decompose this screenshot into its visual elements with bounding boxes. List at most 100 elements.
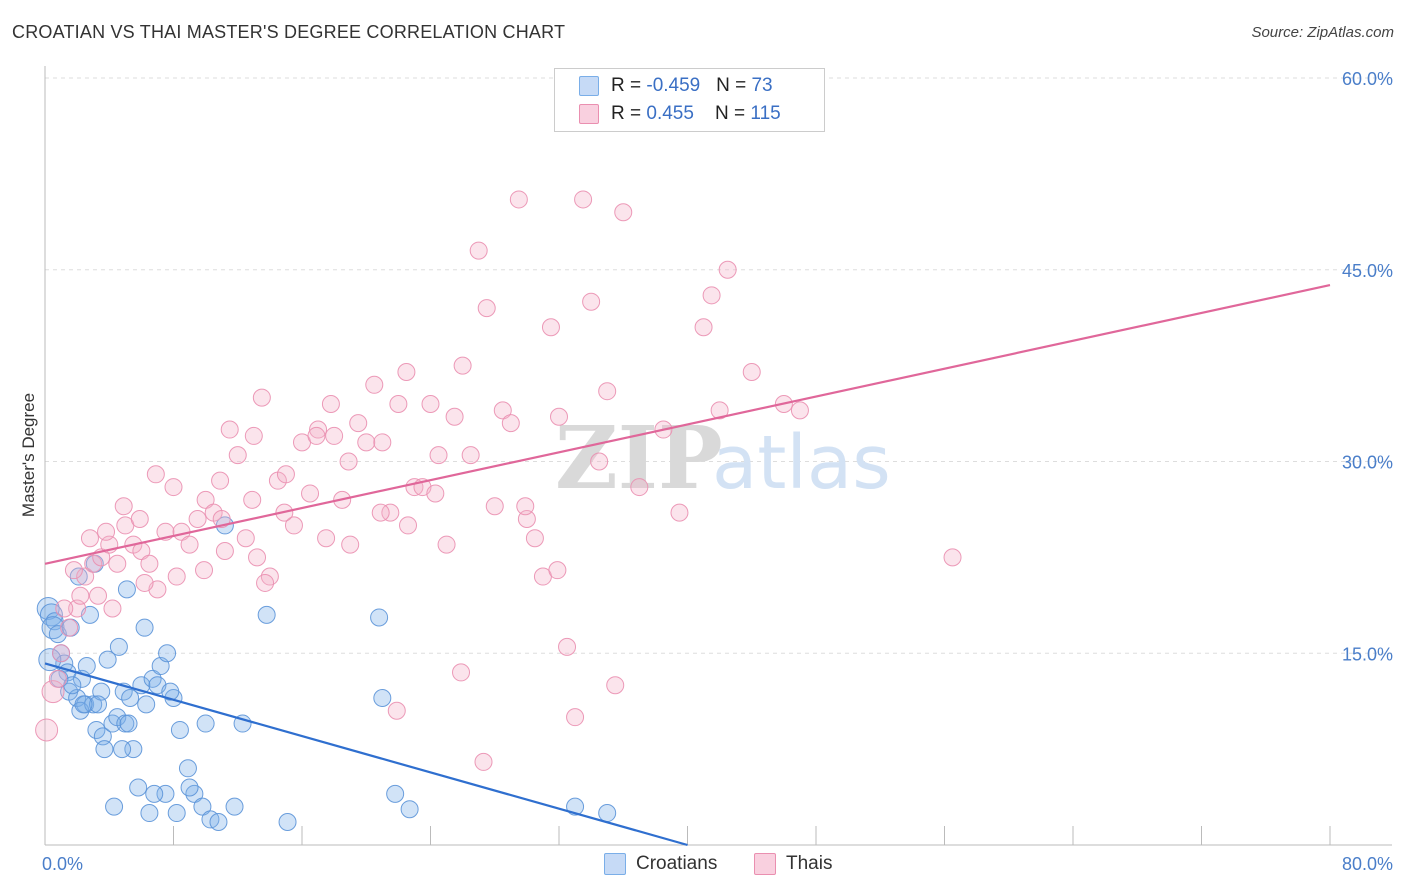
croatians-point	[103, 714, 122, 733]
thais-point	[357, 433, 376, 452]
croatians-point	[161, 682, 180, 701]
thais-point	[196, 490, 215, 509]
thais-point	[790, 401, 809, 420]
thais-point	[509, 190, 528, 209]
croatians-point	[140, 804, 159, 823]
thais-point	[80, 529, 99, 548]
watermark: ZIP atlas	[555, 408, 891, 509]
watermark-zip: ZIP	[555, 408, 723, 509]
thais-point	[389, 394, 408, 413]
thais-label: Thais	[786, 853, 833, 874]
x-tick-label: 0.0%	[42, 854, 83, 874]
legend-r-label: R =	[611, 103, 647, 124]
croatians-point	[84, 695, 103, 714]
croatians-trend-line	[44, 662, 688, 847]
thais-point	[256, 573, 275, 592]
legend-r-label: R =	[611, 75, 647, 96]
y-tick-label: 60.0%	[1342, 69, 1393, 89]
croatians-point	[105, 797, 124, 816]
croatians-point	[77, 657, 96, 676]
legend-n-label: N =	[716, 75, 752, 96]
thais-point	[541, 318, 560, 337]
thais-point	[373, 433, 392, 452]
thais-point	[469, 241, 488, 260]
trend-lines	[44, 284, 1331, 847]
croatians-point	[158, 644, 177, 663]
thais-point	[670, 503, 689, 522]
croatians-point	[185, 784, 204, 803]
thais-point	[574, 190, 593, 209]
thais-point	[710, 401, 729, 420]
legend-item-croatians[interactable]: Croatians	[604, 852, 717, 876]
thais-point	[76, 567, 95, 586]
thais-point	[325, 426, 344, 445]
thais-point	[387, 701, 406, 720]
thais-point	[164, 478, 183, 497]
thais-point	[474, 752, 493, 771]
thais-point	[453, 356, 472, 375]
croatians-point	[180, 778, 199, 797]
thais-point	[64, 561, 83, 580]
legend-r-value: 0.455	[646, 103, 694, 124]
thais-point	[244, 426, 263, 445]
thais-point	[452, 663, 471, 682]
croatians-point	[36, 597, 60, 621]
thais-point	[260, 567, 279, 586]
axes	[44, 66, 1392, 846]
croatians-point	[135, 618, 154, 637]
thais-point	[146, 465, 165, 484]
thais-point	[114, 497, 133, 516]
thais-point	[598, 382, 617, 401]
thais-point	[321, 394, 340, 413]
thais-point	[694, 318, 713, 337]
thais-point	[220, 420, 239, 439]
thais-point	[339, 452, 358, 471]
croatians-point	[386, 784, 405, 803]
thais-point	[461, 446, 480, 465]
thais-point	[130, 510, 149, 529]
thais-point	[103, 599, 122, 618]
thais-point	[284, 516, 303, 535]
thais-point	[309, 420, 328, 439]
thais-point	[630, 478, 649, 497]
thais-point	[550, 407, 568, 426]
thais-point	[188, 510, 207, 529]
legend-n-value: 115	[750, 103, 781, 124]
thais-swatch	[754, 853, 776, 875]
legend-swatch-thais	[579, 104, 599, 124]
thais-point	[718, 260, 737, 279]
stats-legend: R = -0.459 N = 73 R = 0.455 N = 115	[554, 68, 825, 132]
thais-point	[252, 388, 271, 407]
thais-point	[429, 446, 448, 465]
thais-point	[55, 599, 74, 618]
croatians-point	[137, 695, 156, 714]
legend-n-label: N =	[715, 103, 751, 124]
croatians-point	[193, 797, 212, 816]
thais-point	[516, 497, 535, 516]
thais-point	[248, 548, 267, 567]
thais-point	[590, 452, 609, 471]
thais-point	[421, 394, 440, 413]
croatians-point	[143, 669, 162, 688]
thais-point	[167, 567, 186, 586]
croatians-point	[225, 797, 244, 816]
croatians-point	[598, 804, 617, 823]
croatians-point	[278, 812, 297, 831]
croatians-point	[370, 608, 389, 627]
thais-point	[365, 375, 384, 394]
croatians-point	[121, 688, 140, 707]
y-tick-label: 45.0%	[1342, 261, 1393, 281]
thais-point	[742, 363, 761, 382]
thais-point	[493, 401, 512, 420]
croatians-point	[98, 650, 117, 669]
thais-point	[445, 407, 464, 426]
thais-point	[317, 529, 336, 548]
thais-point	[60, 618, 79, 637]
legend-swatch-croatians	[579, 76, 599, 96]
thais-point	[71, 586, 90, 605]
legend-item-thais[interactable]: Thais	[754, 852, 832, 876]
croatians-point	[89, 695, 108, 714]
thais-point	[614, 203, 633, 222]
thais-point	[228, 446, 247, 465]
croatians-point	[233, 714, 252, 733]
